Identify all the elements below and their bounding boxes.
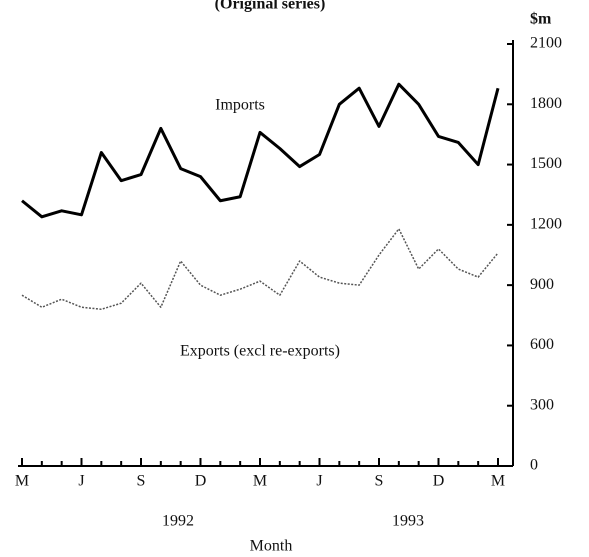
- series-label: Imports: [215, 97, 265, 114]
- series-line: [21, 228, 499, 311]
- y-tick-label: 0: [530, 457, 538, 474]
- y-tick-label: 2100: [530, 35, 562, 52]
- x-tick-label: D: [433, 473, 445, 490]
- year-label: 1993: [392, 513, 424, 530]
- x-tick-label: M: [15, 473, 29, 490]
- x-tick-label: J: [316, 473, 322, 490]
- x-tick-label: J: [78, 473, 84, 490]
- x-tick-label: S: [375, 473, 384, 490]
- y-tick-label: 1500: [530, 155, 562, 172]
- y-tick-label: 1200: [530, 216, 562, 233]
- y-tick-label: 600: [530, 336, 554, 353]
- x-axis-label: Month: [250, 538, 293, 555]
- year-label: 1992: [162, 513, 194, 530]
- y-tick-label: 900: [530, 276, 554, 293]
- y-tick-label: 1800: [530, 95, 562, 112]
- y-unit: $m: [530, 11, 552, 28]
- series-line: [21, 82, 500, 219]
- x-tick-label: D: [195, 473, 207, 490]
- y-tick-label: 300: [530, 396, 554, 413]
- chart-title: (Original series): [215, 0, 326, 13]
- x-tick-label: M: [491, 473, 505, 490]
- x-tick-label: S: [137, 473, 146, 490]
- x-tick-label: M: [253, 473, 267, 490]
- series-label: Exports (excl re-exports): [180, 343, 340, 360]
